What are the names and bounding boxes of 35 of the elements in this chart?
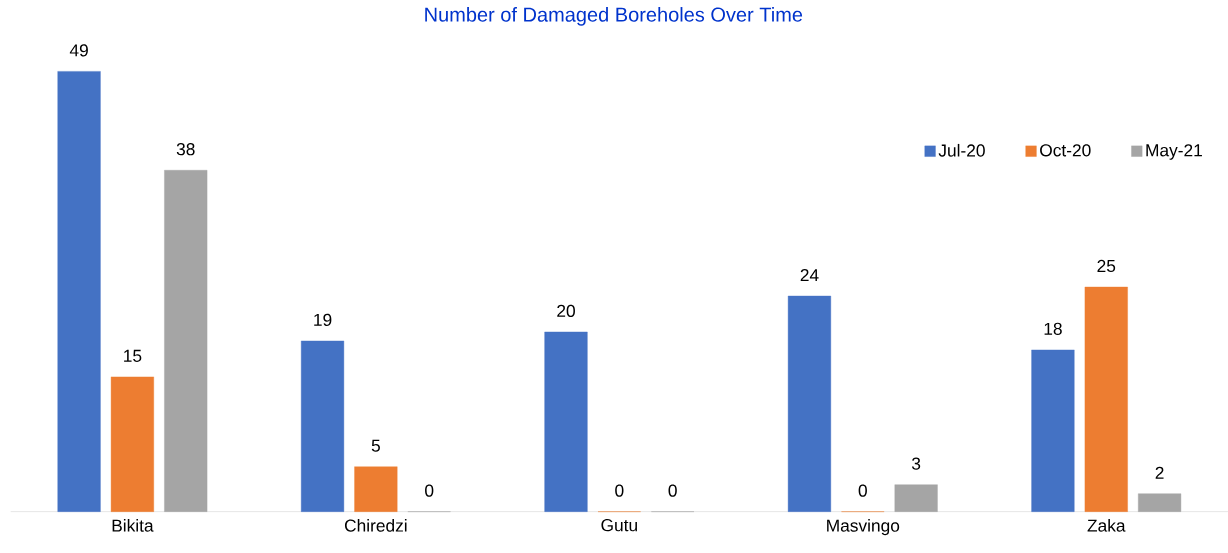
data-label: 38 bbox=[176, 143, 195, 156]
legend-label: Oct-20 bbox=[1040, 144, 1091, 157]
x-tick-label: Masvingo bbox=[827, 519, 900, 536]
data-label: 0 bbox=[615, 484, 624, 497]
bar bbox=[1031, 349, 1075, 512]
data-label: 24 bbox=[800, 268, 819, 282]
bar bbox=[354, 466, 398, 512]
chart-title: Number of Damaged Boreholes Over Time bbox=[425, 7, 803, 26]
bar bbox=[301, 340, 345, 512]
data-label: 20 bbox=[557, 304, 575, 318]
x-tick-label: Gutu bbox=[601, 519, 637, 532]
data-label: 0 bbox=[425, 484, 434, 497]
legend-label: Jul-20 bbox=[938, 143, 985, 157]
bar bbox=[787, 295, 831, 512]
bar bbox=[544, 331, 588, 512]
data-label: 0 bbox=[668, 484, 677, 497]
bar bbox=[57, 71, 101, 512]
bar bbox=[1084, 286, 1128, 512]
data-label: 25 bbox=[1097, 259, 1116, 273]
data-label: 2 bbox=[1155, 466, 1164, 479]
bar bbox=[164, 170, 208, 512]
bar bbox=[110, 376, 154, 512]
data-label: 49 bbox=[69, 44, 88, 57]
x-tick-label: Chiredzi bbox=[344, 519, 407, 532]
bar bbox=[1138, 493, 1182, 512]
bar bbox=[894, 484, 938, 512]
data-label: 15 bbox=[124, 349, 142, 362]
x-tick-label: Zaka bbox=[1087, 519, 1126, 532]
data-label: 19 bbox=[314, 313, 332, 327]
data-label: 0 bbox=[858, 484, 867, 497]
data-label: 3 bbox=[911, 457, 921, 470]
data-label: 18 bbox=[1044, 322, 1062, 335]
data-label: 5 bbox=[371, 439, 380, 452]
legend-label: May-21 bbox=[1146, 144, 1202, 160]
x-tick-label: Bikita bbox=[112, 519, 154, 532]
